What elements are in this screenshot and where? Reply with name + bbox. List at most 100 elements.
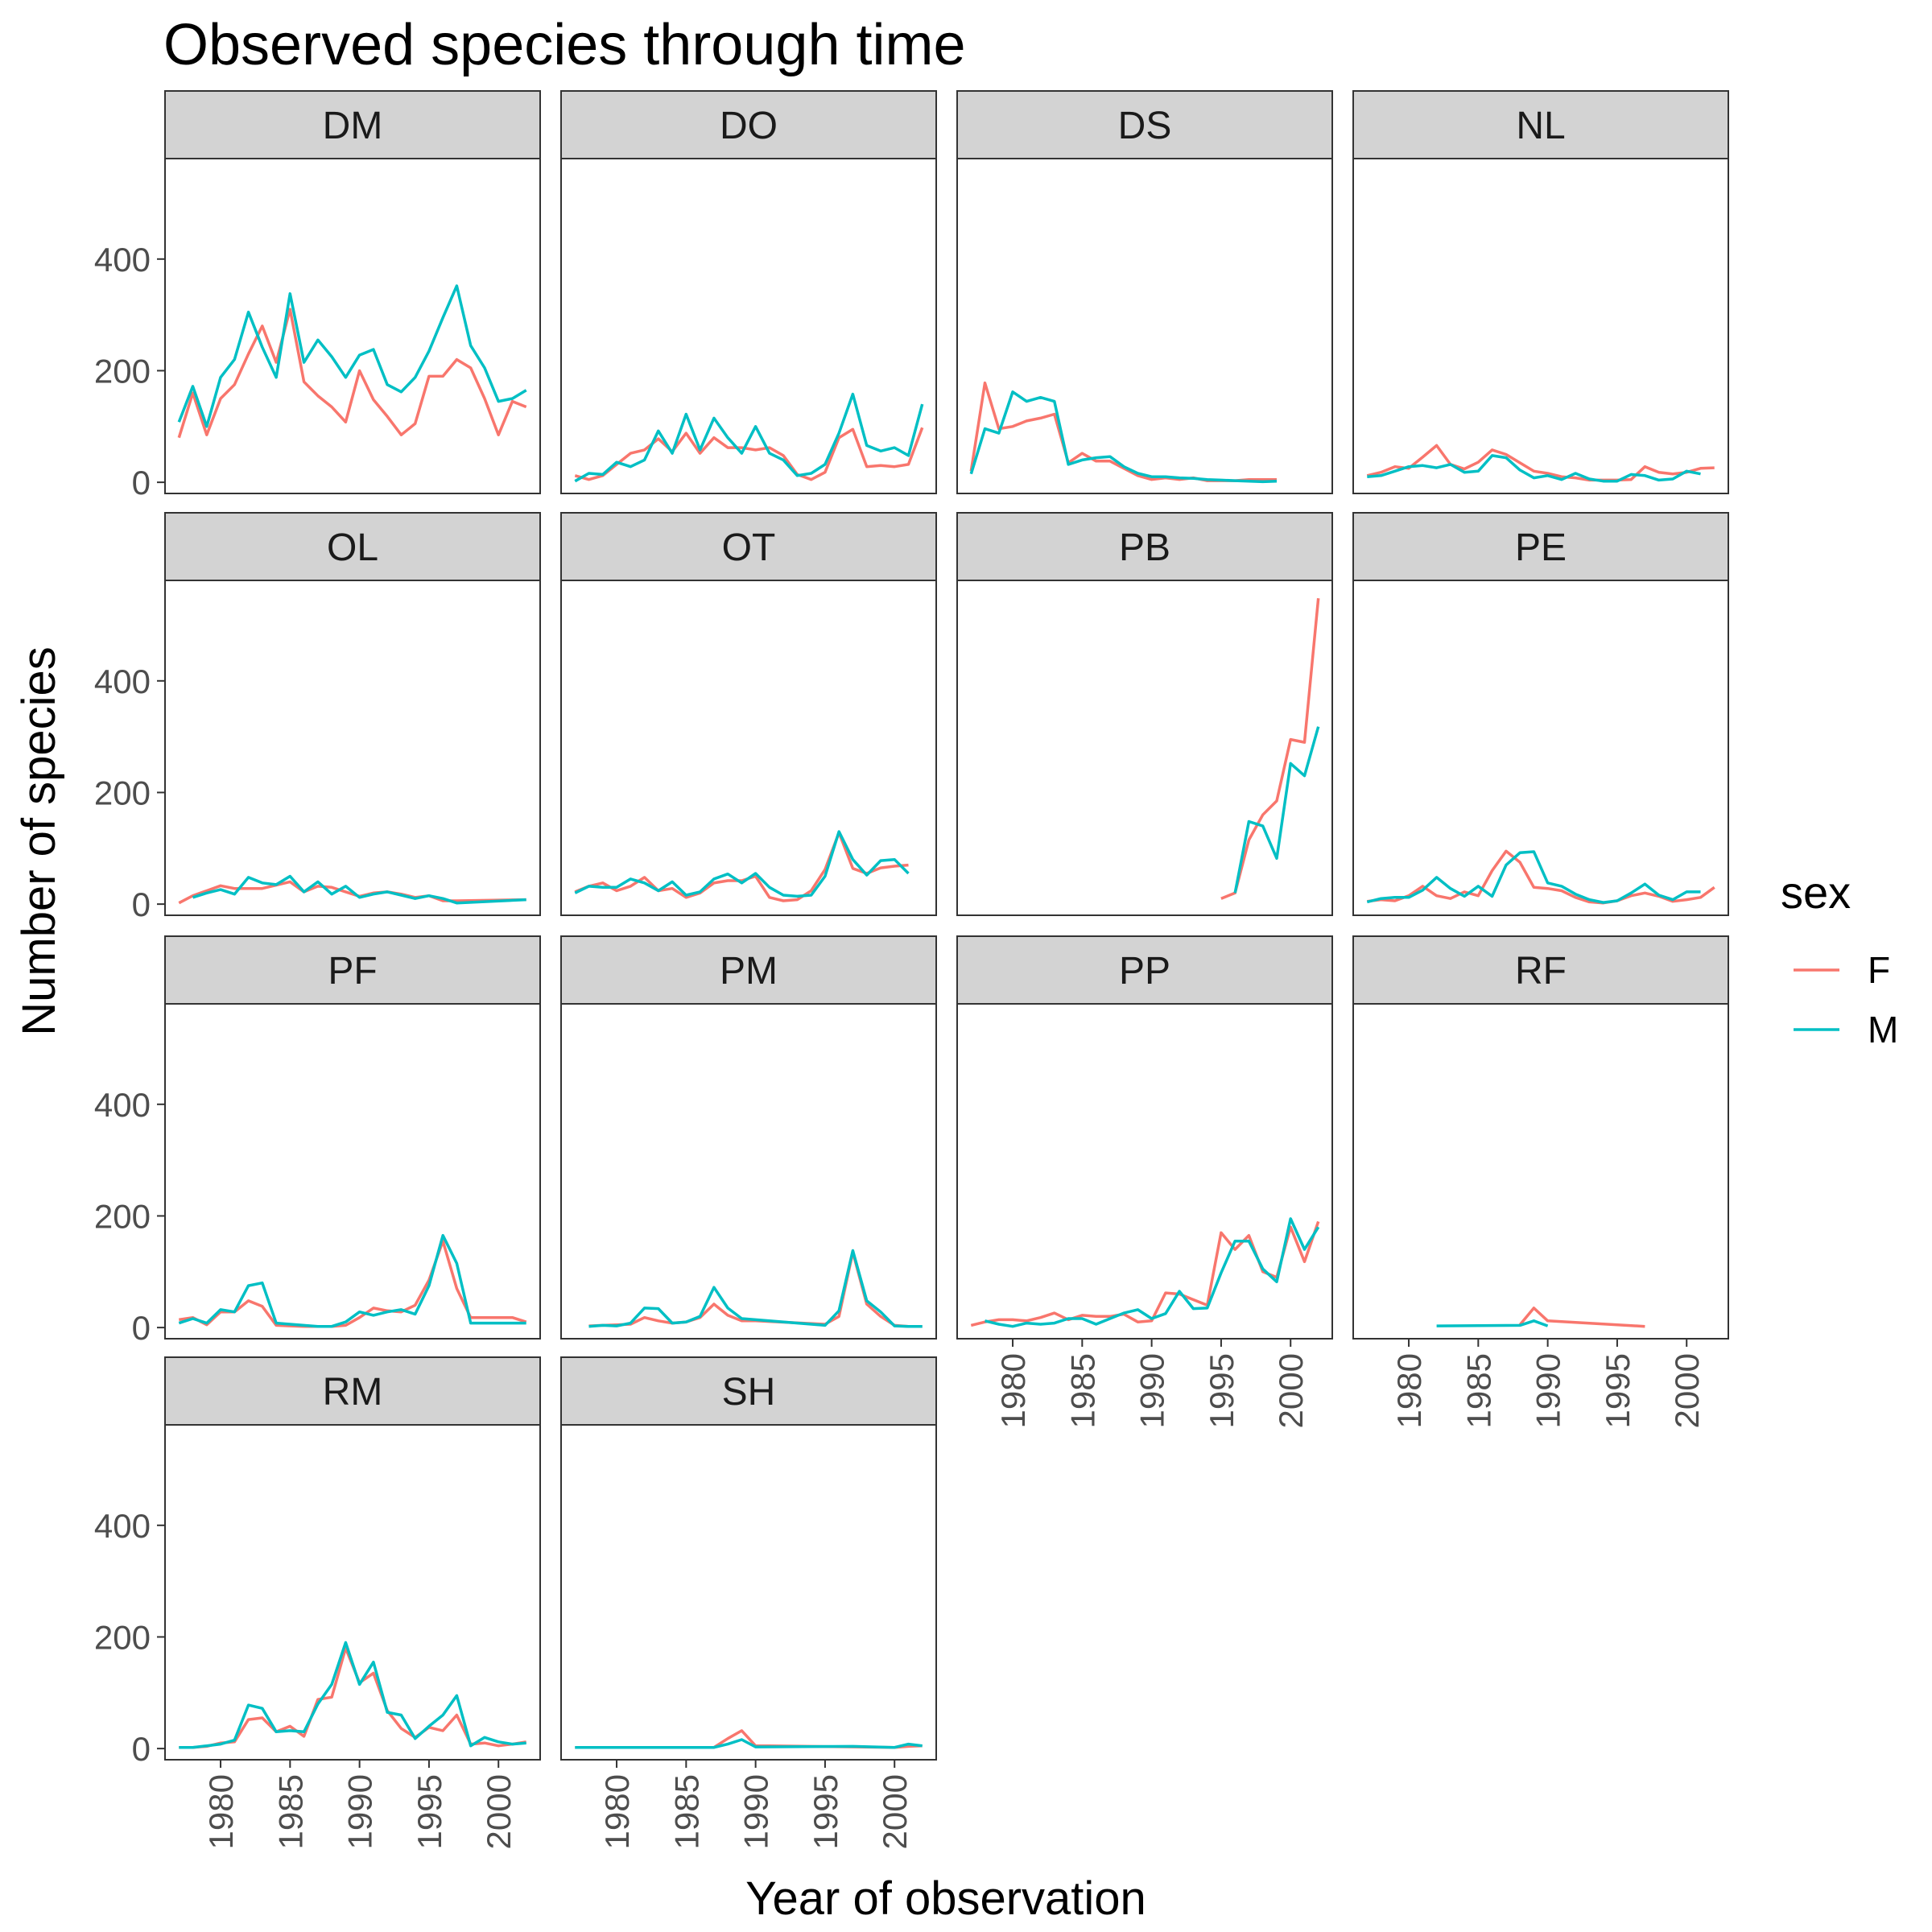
facet-rm: RM 0 200 400 1980 1985 1990 1995 2000 [94, 1356, 541, 1849]
series-line-m [575, 1738, 923, 1749]
x-tick-label: 1990 [1530, 1353, 1567, 1428]
x-tick-label: 1990 [341, 1774, 379, 1849]
panel-border [164, 1424, 541, 1761]
panel-border [560, 1003, 937, 1340]
legend-label-m: M [1868, 1009, 1898, 1051]
facet-label: DO [720, 105, 778, 147]
legend: sex FM [1781, 867, 1898, 1051]
y-tick-label: 0 [132, 1730, 151, 1768]
x-tick-label: 2000 [876, 1774, 914, 1849]
x-tick-label: 1980 [598, 1774, 636, 1849]
y-tick-label: 0 [132, 886, 151, 923]
x-tick-label: 1985 [667, 1774, 705, 1849]
panel-border [1352, 158, 1729, 494]
y-tick-label: 200 [94, 1618, 151, 1656]
series-line-m [179, 1641, 526, 1749]
y-tick-label: 0 [132, 1309, 151, 1347]
facet-label: OT [722, 526, 776, 569]
x-axis-title: Year of observation [745, 1872, 1146, 1925]
y-tick-label: 400 [94, 241, 151, 279]
facet-pe: PE [1352, 512, 1729, 916]
facet-label: OL [327, 526, 378, 569]
panel-border [560, 580, 937, 916]
series-line-f [574, 831, 909, 902]
y-tick-label: 400 [94, 1086, 151, 1124]
series-line-m [192, 874, 526, 905]
facet-pm: PM [560, 935, 937, 1340]
facet-label: PE [1515, 526, 1567, 569]
series-line-f [1518, 1307, 1645, 1328]
y-tick-label: 200 [94, 774, 151, 811]
panel-border [1352, 1003, 1729, 1340]
facet-strip [164, 512, 541, 581]
facet-label: DS [1118, 105, 1172, 147]
facet-strip [956, 90, 1333, 159]
x-tick-label: 1995 [1203, 1353, 1241, 1428]
facet-label: RM [323, 1371, 383, 1414]
facet-rf: RF 1980 1985 1990 1995 2000 [1352, 935, 1729, 1428]
series-line-m [177, 284, 527, 428]
x-tick-label: 2000 [1668, 1353, 1706, 1428]
y-tick-label: 200 [94, 1197, 151, 1235]
facet-sh: SH 1980 1985 1990 1995 2000 [560, 1356, 937, 1849]
facet-pf: PF 0 200 400 [94, 935, 541, 1347]
facet-strip [956, 935, 1333, 1005]
legend-label-f: F [1868, 949, 1890, 991]
facet-ol: OL 0 200 400 [94, 512, 541, 923]
x-tick-label: 2000 [1272, 1353, 1310, 1428]
x-tick-label: 1990 [1133, 1353, 1171, 1428]
x-tick-label: 1980 [994, 1353, 1032, 1428]
facet-pp: PP 1980 1985 1990 1995 2000 [956, 935, 1333, 1428]
series-line-m [178, 1233, 526, 1328]
facet-strip [164, 935, 541, 1005]
series-line-m [1436, 1319, 1549, 1327]
facet-dm: DM 0 200 400 [94, 90, 541, 502]
series-line-m [1366, 850, 1701, 904]
facet-pb: PB [956, 512, 1333, 916]
x-tick-label: 1995 [411, 1774, 448, 1849]
facet-label: PB [1119, 526, 1170, 569]
facet-strip [164, 1356, 541, 1426]
facet-strip [164, 90, 541, 159]
y-axis-title: Number of species [13, 646, 65, 1036]
panel-border [164, 580, 541, 916]
series-line-m [1233, 726, 1320, 894]
facet-label: PF [328, 950, 377, 993]
facet-label: PP [1119, 950, 1170, 993]
y-tick-label: 400 [94, 663, 151, 700]
legend-title: sex [1781, 867, 1851, 918]
series-line-m [985, 1217, 1320, 1328]
panel-border [1352, 580, 1729, 916]
facet-strip [1352, 935, 1729, 1005]
x-tick-label: 1995 [1599, 1353, 1637, 1428]
x-tick-label: 1980 [1390, 1353, 1428, 1428]
facet-strip [956, 512, 1333, 581]
facet-ds: DS [956, 90, 1333, 494]
series-line-m [574, 830, 910, 898]
x-tick-label: 1985 [271, 1774, 309, 1849]
facet-strip [560, 1356, 937, 1426]
series-line-m [1367, 454, 1701, 483]
facet-label: NL [1516, 105, 1565, 147]
panel-border [164, 1003, 541, 1340]
facet-ot: OT [560, 512, 937, 916]
series-line-f [588, 1250, 923, 1328]
panel-border [560, 1424, 937, 1761]
series-line-m [574, 392, 924, 483]
series-line-f [574, 427, 924, 481]
series-line-m [969, 390, 1278, 484]
y-tick-label: 0 [132, 464, 151, 502]
x-tick-label: 1985 [1459, 1353, 1497, 1428]
panel-border [164, 158, 541, 494]
facet-strip [1352, 512, 1729, 581]
series-line-f [1366, 444, 1715, 482]
y-tick-label: 200 [94, 352, 151, 390]
y-tick-label: 400 [94, 1507, 151, 1545]
chart-title: Observed species through time [163, 13, 966, 77]
panel-border [956, 580, 1333, 916]
series-line-m [588, 1249, 923, 1328]
x-tick-label: 2000 [480, 1774, 518, 1849]
facet-do: DO [560, 90, 937, 494]
